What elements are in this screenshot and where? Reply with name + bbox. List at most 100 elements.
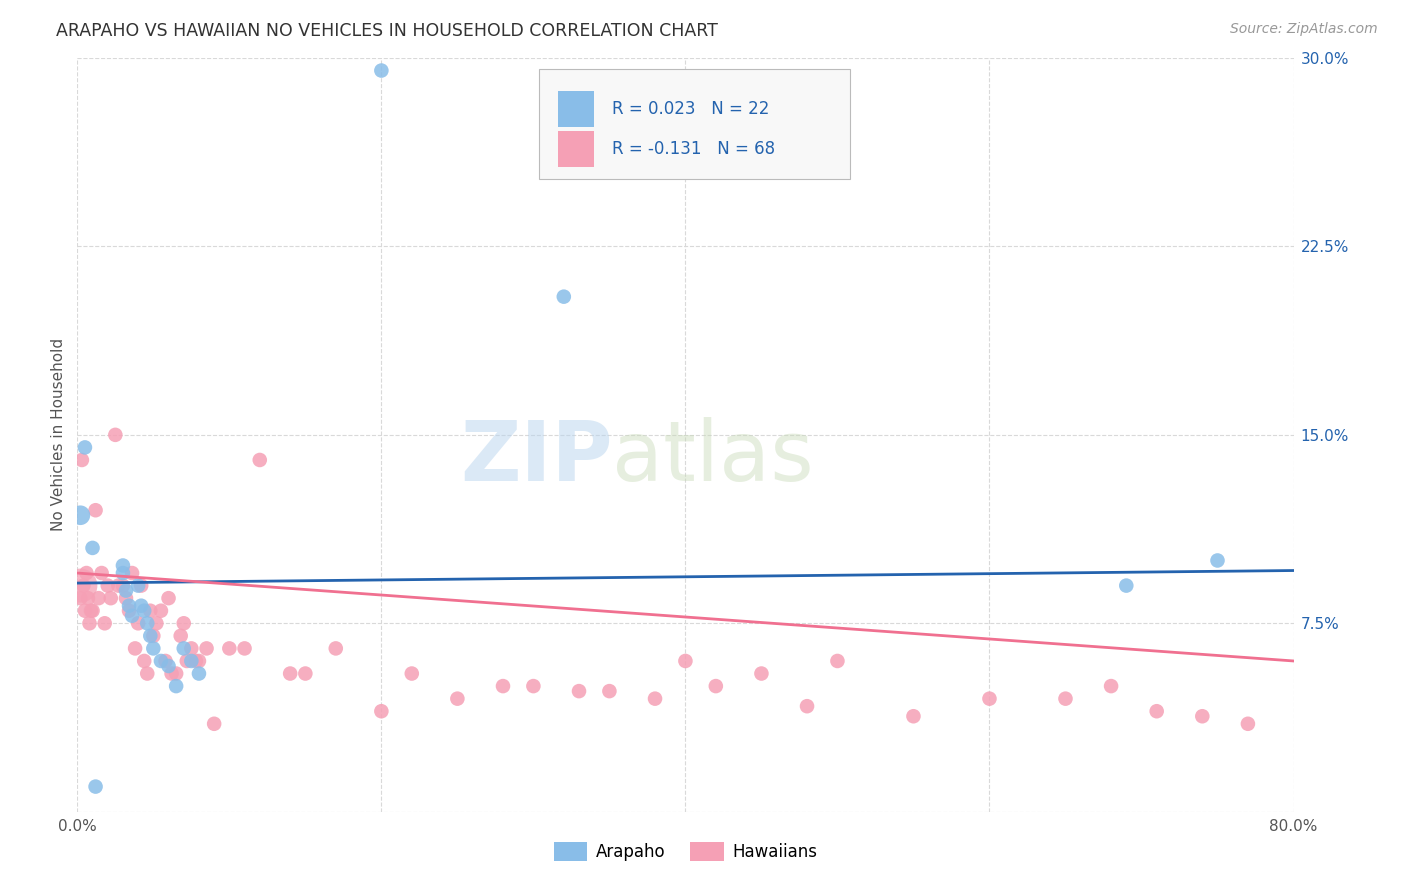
Point <box>142 641 165 656</box>
Point <box>124 641 146 656</box>
Point <box>84 780 107 794</box>
Point <box>401 666 423 681</box>
Point <box>1054 691 1077 706</box>
Point <box>157 591 180 606</box>
Point <box>69 508 91 523</box>
Point <box>75 566 97 580</box>
Point <box>370 704 392 718</box>
Point <box>136 666 159 681</box>
Point <box>129 579 152 593</box>
Text: atlas: atlas <box>613 417 814 498</box>
Point <box>1099 679 1122 693</box>
Point <box>568 684 591 698</box>
Point <box>184 654 207 668</box>
Text: ARAPAHO VS HAWAIIAN NO VEHICLES IN HOUSEHOLD CORRELATION CHART: ARAPAHO VS HAWAIIAN NO VEHICLES IN HOUSE… <box>56 22 718 40</box>
Legend: Arapaho, Hawaiians: Arapaho, Hawaiians <box>547 835 824 867</box>
Point <box>155 654 177 668</box>
Point <box>115 591 138 606</box>
Point <box>170 629 193 643</box>
Point <box>111 579 134 593</box>
Point <box>100 591 122 606</box>
FancyBboxPatch shape <box>540 70 849 178</box>
Point <box>278 666 301 681</box>
Point <box>598 684 620 698</box>
Point <box>180 654 202 668</box>
Point <box>142 629 165 643</box>
Point <box>370 63 392 78</box>
Point <box>704 679 727 693</box>
Point <box>87 591 110 606</box>
Point <box>69 591 91 606</box>
Point <box>69 579 91 593</box>
Point <box>97 579 120 593</box>
Point <box>111 558 134 573</box>
Point <box>180 641 202 656</box>
Point <box>796 699 818 714</box>
Point <box>165 666 187 681</box>
Point <box>165 679 187 693</box>
Point <box>121 566 143 580</box>
Text: R = 0.023   N = 22: R = 0.023 N = 22 <box>613 100 770 119</box>
FancyBboxPatch shape <box>558 131 595 168</box>
Point <box>173 616 195 631</box>
Point <box>553 290 575 304</box>
Point <box>139 604 162 618</box>
Point <box>233 641 256 656</box>
Point <box>1237 716 1260 731</box>
Point <box>149 604 172 618</box>
Point <box>107 579 129 593</box>
Point <box>188 654 211 668</box>
Point <box>160 666 183 681</box>
Point <box>202 716 225 731</box>
Point <box>157 659 180 673</box>
Point <box>93 616 115 631</box>
FancyBboxPatch shape <box>558 91 595 128</box>
Point <box>104 428 127 442</box>
Point <box>82 604 104 618</box>
Point <box>129 599 152 613</box>
Point <box>176 654 198 668</box>
Point <box>1206 553 1229 567</box>
Point <box>77 591 100 606</box>
Point <box>325 641 347 656</box>
Point <box>446 691 468 706</box>
Point <box>979 691 1001 706</box>
Text: ZIP: ZIP <box>460 417 613 498</box>
Point <box>195 641 218 656</box>
Point <box>751 666 773 681</box>
Point <box>73 441 96 455</box>
Point <box>675 654 697 668</box>
Point <box>827 654 849 668</box>
Point <box>115 583 138 598</box>
Point <box>80 604 103 618</box>
Point <box>644 691 666 706</box>
Point <box>79 616 101 631</box>
Point <box>84 503 107 517</box>
Y-axis label: No Vehicles in Household: No Vehicles in Household <box>51 338 66 532</box>
Point <box>136 616 159 631</box>
Point <box>134 654 156 668</box>
Point <box>72 579 94 593</box>
Point <box>145 616 167 631</box>
Point <box>249 453 271 467</box>
Point <box>118 599 141 613</box>
Point <box>218 641 240 656</box>
Point <box>73 604 96 618</box>
Point <box>492 679 515 693</box>
Point <box>188 666 211 681</box>
Point <box>903 709 925 723</box>
Point <box>70 453 93 467</box>
Point <box>294 666 316 681</box>
Point <box>121 608 143 623</box>
Point <box>127 579 149 593</box>
Point <box>1146 704 1168 718</box>
Point <box>134 604 156 618</box>
Point <box>1191 709 1213 723</box>
Text: R = -0.131   N = 68: R = -0.131 N = 68 <box>613 140 776 158</box>
Point <box>111 566 134 580</box>
Point <box>90 566 112 580</box>
Point <box>82 541 104 555</box>
Point <box>139 629 162 643</box>
Point <box>1115 579 1137 593</box>
Text: Source: ZipAtlas.com: Source: ZipAtlas.com <box>1230 22 1378 37</box>
